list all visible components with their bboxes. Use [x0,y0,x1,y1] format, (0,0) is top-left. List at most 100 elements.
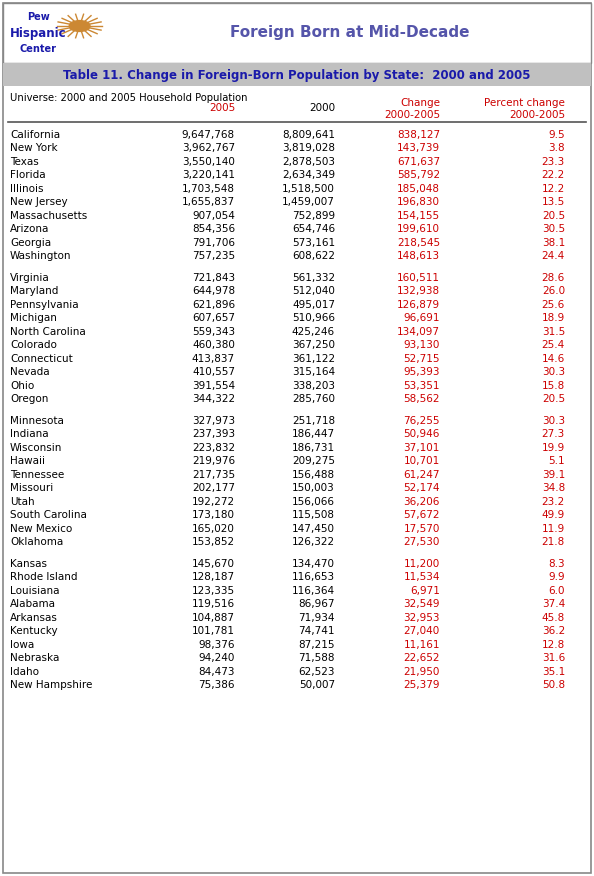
Text: 24.4: 24.4 [542,251,565,261]
Text: 11,161: 11,161 [403,639,440,650]
Text: 202,177: 202,177 [192,484,235,493]
Text: 57,672: 57,672 [403,510,440,520]
Text: Foreign Born at Mid-Decade: Foreign Born at Mid-Decade [230,25,470,40]
Text: 26.0: 26.0 [542,286,565,296]
Text: 3,550,140: 3,550,140 [182,157,235,166]
Text: 217,735: 217,735 [192,470,235,480]
Text: Georgia: Georgia [10,237,51,248]
Text: California: California [10,130,60,140]
Text: 71,588: 71,588 [299,653,335,663]
Text: 721,843: 721,843 [192,272,235,283]
Text: Iowa: Iowa [10,639,34,650]
Text: 344,322: 344,322 [192,394,235,404]
Text: Tennessee: Tennessee [10,470,64,480]
Text: 6.0: 6.0 [548,586,565,596]
Text: 53,351: 53,351 [403,381,440,391]
Text: 35.1: 35.1 [542,667,565,677]
Text: 27,040: 27,040 [404,626,440,636]
Text: 50,007: 50,007 [299,681,335,690]
Text: 128,187: 128,187 [192,572,235,583]
Text: 391,554: 391,554 [192,381,235,391]
Text: 3,220,141: 3,220,141 [182,170,235,180]
Text: 27.3: 27.3 [542,429,565,439]
Text: 95,393: 95,393 [403,367,440,378]
Text: 27,530: 27,530 [404,537,440,548]
Text: 20.5: 20.5 [542,394,565,404]
Text: 61,247: 61,247 [403,470,440,480]
Text: South Carolina: South Carolina [10,510,87,520]
Text: 148,613: 148,613 [397,251,440,261]
Text: 154,155: 154,155 [397,211,440,221]
Text: 2000: 2000 [309,103,335,113]
Text: Indiana: Indiana [10,429,49,439]
Bar [3,63,591,86]
Text: 160,511: 160,511 [397,272,440,283]
Text: Arkansas: Arkansas [10,612,58,623]
Text: 23.2: 23.2 [542,497,565,506]
Text: 50,946: 50,946 [404,429,440,439]
Text: 219,976: 219,976 [192,456,235,466]
Text: 460,380: 460,380 [192,340,235,350]
Text: 757,235: 757,235 [192,251,235,261]
Text: 3,819,028: 3,819,028 [282,144,335,153]
Text: North Carolina: North Carolina [10,327,86,336]
Text: 838,127: 838,127 [397,130,440,140]
Text: 410,557: 410,557 [192,367,235,378]
Text: 10,701: 10,701 [404,456,440,466]
Text: Pew: Pew [27,11,49,22]
Text: Illinois: Illinois [10,184,43,194]
Text: 30.3: 30.3 [542,416,565,426]
Text: Maryland: Maryland [10,286,58,296]
Text: 38.1: 38.1 [542,237,565,248]
Text: 134,470: 134,470 [292,559,335,569]
Text: 28.6: 28.6 [542,272,565,283]
Text: 30.3: 30.3 [542,367,565,378]
Text: 196,830: 196,830 [397,197,440,208]
Text: 9,647,768: 9,647,768 [182,130,235,140]
Text: 11,200: 11,200 [404,559,440,569]
Text: Michigan: Michigan [10,314,57,323]
Text: 31.6: 31.6 [542,653,565,663]
Text: Rhode Island: Rhode Island [10,572,77,583]
Text: 3.8: 3.8 [548,144,565,153]
Text: Arizona: Arizona [10,224,49,234]
Text: 165,020: 165,020 [192,524,235,533]
Text: 39.1: 39.1 [542,470,565,480]
Text: 13.5: 13.5 [542,197,565,208]
Text: 119,516: 119,516 [192,599,235,609]
Text: 2,878,503: 2,878,503 [282,157,335,166]
Text: New Mexico: New Mexico [10,524,72,533]
Text: 134,097: 134,097 [397,327,440,336]
Text: 22,652: 22,652 [403,653,440,663]
Text: New York: New York [10,144,58,153]
Text: 12.2: 12.2 [542,184,565,194]
Text: 74,741: 74,741 [299,626,335,636]
Text: 14.6: 14.6 [542,354,565,364]
Text: 8,809,641: 8,809,641 [282,130,335,140]
Text: Table 11. Change in Foreign-Born Population by State:  2000 and 2005: Table 11. Change in Foreign-Born Populat… [63,68,531,81]
Text: 512,040: 512,040 [292,286,335,296]
Text: Wisconsin: Wisconsin [10,442,62,453]
Text: 2000-2005: 2000-2005 [509,110,565,120]
Text: 6,971: 6,971 [410,586,440,596]
Text: 84,473: 84,473 [198,667,235,677]
Text: 101,781: 101,781 [192,626,235,636]
Text: 854,356: 854,356 [192,224,235,234]
Text: 573,161: 573,161 [292,237,335,248]
Text: Minnesota: Minnesota [10,416,64,426]
Text: 104,887: 104,887 [192,612,235,623]
Text: 559,343: 559,343 [192,327,235,336]
Text: 3,962,767: 3,962,767 [182,144,235,153]
Text: Colorado: Colorado [10,340,57,350]
Text: Alabama: Alabama [10,599,56,609]
Text: 132,938: 132,938 [397,286,440,296]
Text: 15.8: 15.8 [542,381,565,391]
Text: 173,180: 173,180 [192,510,235,520]
Text: 21,950: 21,950 [404,667,440,677]
Text: 315,164: 315,164 [292,367,335,378]
Text: Washington: Washington [10,251,71,261]
Text: 126,322: 126,322 [292,537,335,548]
Text: 1,459,007: 1,459,007 [282,197,335,208]
Text: 607,657: 607,657 [192,314,235,323]
Text: 19.9: 19.9 [542,442,565,453]
